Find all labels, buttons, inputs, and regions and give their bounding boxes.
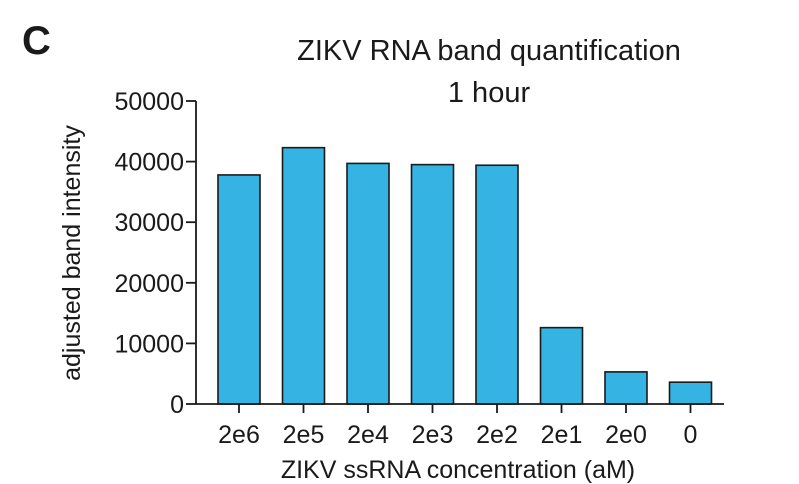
x-tick-label: 2e1 [541,421,583,449]
x-axis-label: ZIKV ssRNA concentration (aM) [281,456,635,484]
y-axis-label: adjusted band intensity [58,125,86,381]
chart-title: ZIKV RNA band quantification [297,35,681,67]
bars-group [217,146,713,405]
bar-2e5 [281,146,326,405]
y-tick-label: 50000 [114,88,184,116]
bar-2e1 [539,326,584,405]
bar-2e6 [217,174,261,405]
x-tick-label: 2e6 [218,421,260,449]
bar-2e3 [410,163,455,405]
x-tick-label: 2e2 [476,421,518,449]
bar-2e4 [346,162,390,405]
y-tick-label: 20000 [114,270,184,298]
y-axis: 0 10000 20000 30000 40000 50000 [114,88,197,419]
panel-label: C [22,19,51,63]
x-tick-label: 2e3 [412,421,454,449]
x-tick-label: 2e0 [605,421,647,449]
y-tick-label: 40000 [114,149,184,177]
bar-0 [668,381,713,405]
y-tick-label: 10000 [114,330,184,358]
x-tick-label: 2e4 [347,421,389,449]
x-tick-label: 0 [684,421,698,449]
x-axis: 2e6 2e5 2e4 2e3 2e2 2e1 2e0 0 [196,403,724,449]
bar-2e0 [604,371,648,405]
x-tick-label: 2e5 [283,421,325,449]
y-tick-label: 0 [170,391,184,419]
bar-2e2 [475,164,519,405]
y-tick-label: 30000 [114,209,184,237]
chart-subtitle: 1 hour [448,77,531,109]
